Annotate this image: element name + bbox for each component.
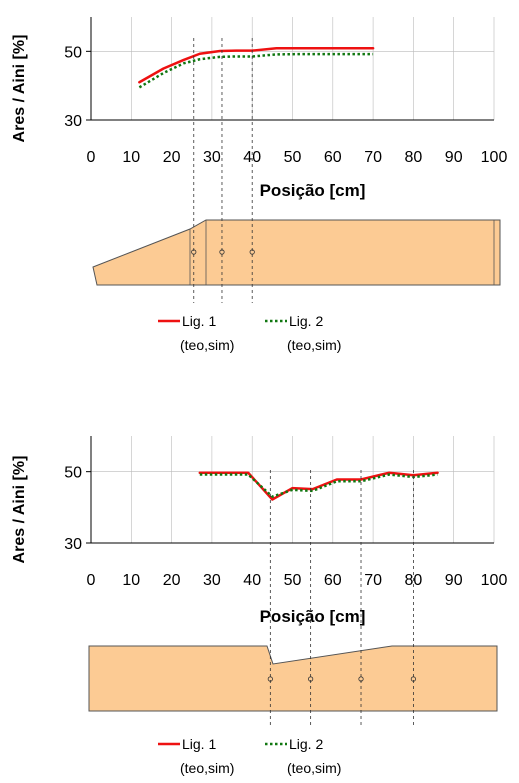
- series-line-2: [199, 473, 438, 498]
- x-tick-label: 90: [445, 572, 463, 589]
- y-tick-label: 30: [64, 536, 82, 553]
- x-tick-label: 100: [481, 572, 508, 589]
- x-tick-label: 10: [122, 149, 140, 166]
- probe-point: [267, 676, 273, 682]
- x-tick-label: 20: [163, 149, 181, 166]
- series-line-1: [198, 471, 439, 501]
- y-tick-label: 30: [64, 113, 82, 130]
- x-tick-label: 30: [203, 572, 221, 589]
- x-tick-label: 50: [284, 572, 302, 589]
- legend-label-2: Lig. 2: [289, 736, 323, 752]
- y-axis-label: Ares / Aini [%]: [11, 456, 28, 564]
- x-tick-label: 100: [481, 149, 508, 166]
- x-tick-label: 80: [405, 149, 423, 166]
- probe-point: [410, 676, 416, 682]
- x-tick-label: 0: [87, 572, 96, 589]
- probe-point: [191, 249, 197, 255]
- probe-point: [358, 676, 364, 682]
- x-axis-label: Posição [cm]: [260, 181, 366, 200]
- x-tick-label: 30: [203, 149, 221, 166]
- legend-label-2: Lig. 2: [289, 313, 323, 329]
- legend-label-1: Lig. 1: [182, 736, 216, 752]
- cross-section-shape: [92, 219, 501, 286]
- x-tick-label: 60: [324, 572, 342, 589]
- legend-sub-1: (teo,sim): [180, 337, 234, 353]
- y-axis-label: Ares / Aini [%]: [11, 35, 28, 143]
- y-tick-label: 50: [64, 44, 82, 61]
- x-tick-label: 20: [163, 572, 181, 589]
- x-tick-label: 40: [243, 149, 261, 166]
- probe-point: [219, 249, 225, 255]
- legend-sub-1: (teo,sim): [180, 760, 234, 776]
- probe-point: [308, 676, 314, 682]
- x-tick-label: 60: [324, 149, 342, 166]
- x-tick-label: 10: [122, 572, 140, 589]
- x-axis-label: Posição [cm]: [260, 607, 366, 626]
- legend-sub-2: (teo,sim): [287, 337, 341, 353]
- x-tick-label: 40: [243, 572, 261, 589]
- cross-section-shape: [88, 645, 498, 712]
- series-line-2: [138, 52, 374, 89]
- x-tick-label: 90: [445, 149, 463, 166]
- chart-1: 30 50 0 10 20 30 40 50 60 70 80 90 100 Posição [cm] Ar…: [11, 17, 507, 353]
- legend-label-1: Lig. 1: [182, 313, 216, 329]
- probe-point: [249, 249, 255, 255]
- legend-sub-2: (teo,sim): [287, 760, 341, 776]
- x-tick-label: 70: [364, 572, 382, 589]
- y-tick-label: 50: [64, 465, 82, 482]
- x-tick-label: 70: [364, 149, 382, 166]
- x-tick-label: 50: [284, 149, 302, 166]
- x-tick-label: 0: [87, 149, 96, 166]
- series-line-1: [138, 46, 375, 84]
